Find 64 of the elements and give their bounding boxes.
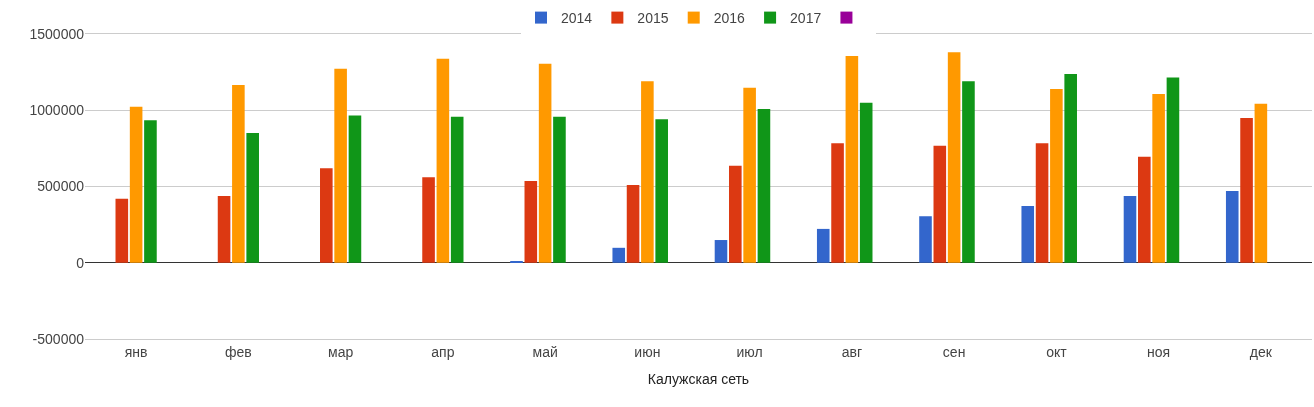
bar <box>422 177 435 263</box>
bar <box>655 119 668 263</box>
bar <box>1123 196 1137 263</box>
bar <box>962 81 975 263</box>
x-tick-label: июн <box>634 343 661 360</box>
bar <box>436 58 450 263</box>
y-tick-label: 0 <box>76 254 85 271</box>
bar <box>348 115 362 263</box>
bar <box>626 184 640 263</box>
x-tick-label: май <box>532 343 558 360</box>
bar <box>743 87 756 263</box>
bar <box>641 81 654 263</box>
bar <box>757 109 771 263</box>
x-tick-label: апр <box>431 343 455 360</box>
bar <box>947 52 961 263</box>
y-tick-label: 500000 <box>37 178 85 195</box>
legend-label: 2014 <box>561 10 593 27</box>
y-tick-label: 1000000 <box>29 102 85 119</box>
bar <box>1035 143 1049 263</box>
x-tick-label: окт <box>1046 343 1068 360</box>
bar <box>129 106 143 263</box>
bar <box>714 240 728 263</box>
bar <box>115 198 129 263</box>
bar <box>538 63 552 263</box>
bar <box>1240 117 1253 263</box>
y-tick-label: 1500000 <box>29 25 85 42</box>
bar <box>450 116 464 263</box>
bar <box>334 68 347 263</box>
bar <box>1152 93 1165 263</box>
bar <box>320 168 333 263</box>
x-tick-label: июл <box>736 343 763 360</box>
bar <box>831 143 844 263</box>
bar <box>144 120 157 263</box>
x-tick-label: мар <box>328 343 354 360</box>
bar <box>217 196 231 263</box>
legend-label: 2015 <box>637 10 669 27</box>
legend-label: 2016 <box>713 10 746 27</box>
bar <box>1225 190 1239 263</box>
bar <box>1064 73 1077 263</box>
x-axis-title: Калужская сеть <box>647 371 750 388</box>
bar <box>859 102 873 263</box>
bar <box>524 181 538 263</box>
bar <box>232 85 245 263</box>
bar <box>919 216 932 263</box>
x-tick-label: янв <box>124 343 148 360</box>
x-tick-label: дек <box>1249 343 1273 360</box>
bar <box>845 55 859 263</box>
bar <box>1050 88 1063 263</box>
bar <box>553 116 566 263</box>
bar <box>729 165 742 263</box>
bar <box>816 228 830 263</box>
bar <box>612 247 626 263</box>
x-tick-label: авг <box>841 343 863 360</box>
bar <box>246 132 259 263</box>
bar <box>1021 206 1035 263</box>
x-tick-label: сен <box>942 343 966 360</box>
bar <box>1254 103 1268 263</box>
y-tick-label: -500000 <box>32 330 85 347</box>
x-tick-label: ноя <box>1147 343 1171 360</box>
legend-label: 2017 <box>790 10 822 27</box>
bar <box>1166 77 1180 263</box>
bar <box>1138 156 1151 263</box>
bar <box>933 145 947 263</box>
x-tick-label: фев <box>225 343 252 360</box>
